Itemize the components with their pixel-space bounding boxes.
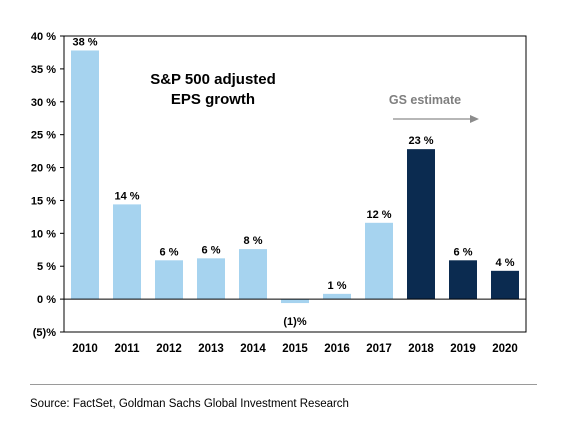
x-tick-label: 2019 bbox=[450, 343, 476, 355]
bar-2011 bbox=[113, 204, 141, 300]
gs-estimate-arrow-head-icon bbox=[470, 115, 479, 123]
x-tick-label: 2020 bbox=[492, 343, 518, 355]
x-tick-label: 2018 bbox=[408, 343, 434, 355]
bar-2015 bbox=[281, 299, 309, 304]
source-divider bbox=[30, 384, 537, 385]
source-note: Source: FactSet, Goldman Sachs Global In… bbox=[30, 398, 349, 410]
y-tick-label: 5 % bbox=[37, 261, 56, 273]
y-tick-label: 35 % bbox=[31, 64, 56, 76]
data-label-2010: 38 % bbox=[72, 36, 97, 48]
x-tick-label: 2012 bbox=[156, 343, 182, 355]
y-tick-label: 40 % bbox=[31, 31, 56, 43]
chart-title-line-2: EPS growth bbox=[171, 91, 255, 108]
bar-2014 bbox=[239, 249, 267, 300]
plot-frame bbox=[63, 35, 527, 333]
y-tick-label: 10 % bbox=[31, 228, 56, 240]
x-tick-label: 2013 bbox=[198, 343, 224, 355]
y-tick-label: 30 % bbox=[31, 97, 56, 109]
x-tick-label: 2017 bbox=[366, 343, 392, 355]
x-tick-label: 2014 bbox=[240, 343, 266, 355]
data-label-2019: 6 % bbox=[454, 246, 473, 258]
data-label-2015: (1)% bbox=[283, 316, 306, 328]
data-label-2020: 4 % bbox=[496, 257, 515, 269]
y-tick-label: (5)% bbox=[33, 327, 56, 339]
y-tick-label: 0 % bbox=[37, 294, 56, 306]
bar-2016 bbox=[323, 293, 351, 300]
gs-estimate-label: GS estimate bbox=[389, 93, 461, 107]
x-tick-label: 2010 bbox=[72, 343, 98, 355]
bar-2020 bbox=[491, 270, 519, 300]
x-tick-label: 2011 bbox=[115, 343, 141, 355]
x-tick-label: 2015 bbox=[282, 343, 308, 355]
y-tick-label: 25 % bbox=[31, 130, 56, 142]
y-tick-label: 20 % bbox=[31, 163, 56, 175]
bar-2012 bbox=[155, 260, 183, 300]
data-label-2014: 8 % bbox=[244, 235, 263, 247]
y-tick-label: 15 % bbox=[31, 195, 56, 207]
data-label-2017: 12 % bbox=[366, 209, 391, 221]
bar-2013 bbox=[197, 258, 225, 300]
data-label-2016: 1 % bbox=[328, 280, 347, 292]
data-label-2018: 23 % bbox=[408, 135, 433, 147]
bar-2017 bbox=[365, 222, 393, 300]
data-label-2011: 14 % bbox=[114, 190, 139, 202]
bar-2018 bbox=[407, 149, 435, 300]
bar-2019 bbox=[449, 260, 477, 300]
data-label-2012: 6 % bbox=[160, 246, 179, 258]
data-label-2013: 6 % bbox=[202, 244, 221, 256]
chart-title-line-1: S&P 500 adjusted bbox=[150, 71, 276, 88]
bar-2010 bbox=[71, 50, 99, 300]
x-tick-label: 2016 bbox=[324, 343, 350, 355]
